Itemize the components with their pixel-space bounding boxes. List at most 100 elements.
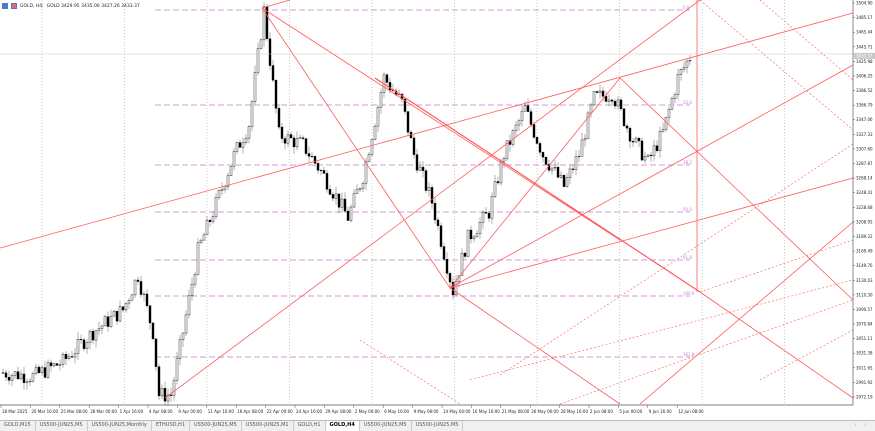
trendline[interactable] <box>164 0 701 399</box>
candle-body <box>517 120 521 126</box>
candle-body <box>565 177 569 187</box>
price-tick-label: 3228.68 <box>856 205 873 210</box>
price-tick-label: 3090.57 <box>856 307 873 312</box>
chart-tab[interactable]: US500-JUN25,M5 <box>360 421 412 431</box>
candle-body <box>229 165 233 176</box>
candle-body <box>460 252 464 276</box>
chart-tab[interactable]: US500-JUN25,M5 <box>412 421 464 431</box>
trendline[interactable] <box>374 77 701 293</box>
dotted-trendline[interactable] <box>359 339 461 405</box>
dotted-trendline[interactable] <box>699 239 854 293</box>
time-tick-label: 6 May 16:00 <box>384 409 409 414</box>
candle-body <box>535 137 539 144</box>
candle-body <box>550 167 554 171</box>
price-tick-label: 3406.25 <box>856 73 873 78</box>
dotted-trendline[interactable] <box>759 0 854 81</box>
candle-body <box>427 187 431 191</box>
candle-body <box>10 375 14 381</box>
trendline[interactable] <box>449 64 854 289</box>
candle-body <box>163 388 167 402</box>
candle-body <box>496 181 500 184</box>
candle-body <box>520 110 524 121</box>
candle-body <box>631 140 635 143</box>
current-price-label: 3433.37 <box>856 53 873 58</box>
chart-tab[interactable]: GOLD,H4 <box>325 421 360 431</box>
price-tick-label: 3386.52 <box>856 88 873 93</box>
candle-body <box>574 156 578 170</box>
candle-body <box>94 330 98 341</box>
candle-body <box>649 154 653 157</box>
candle-body <box>634 137 638 143</box>
fib-level-label: 0.0 <box>683 5 690 10</box>
candle-body <box>253 72 257 102</box>
candle-body <box>154 338 158 367</box>
candle-body <box>514 124 518 131</box>
dotted-trendline[interactable] <box>759 329 854 381</box>
candle-body <box>220 188 224 191</box>
chart-tab[interactable]: US500-JUN25,Monthly <box>88 421 152 431</box>
dotted-trendline[interactable] <box>559 299 854 405</box>
trade-icon <box>11 3 17 9</box>
candle-body <box>67 356 71 359</box>
candle-body <box>37 366 41 373</box>
time-tick-label: 14 May 00:00 <box>443 409 471 414</box>
trendline[interactable] <box>0 12 854 249</box>
trendline[interactable] <box>639 221 854 405</box>
candle-body <box>85 342 89 349</box>
chart-tab[interactable]: US500-JUN25,M5 <box>36 421 88 431</box>
candle-body <box>262 6 266 41</box>
candle-body <box>1 372 5 374</box>
candle-body <box>55 363 59 366</box>
trendline[interactable] <box>261 7 451 289</box>
candle-body <box>361 183 365 189</box>
trendline[interactable] <box>449 177 854 289</box>
price-tick-label: 3268.14 <box>856 176 873 181</box>
candle-body <box>82 339 86 349</box>
price-chart[interactable]: 0.0 23.6 38.2 50.0 61.8 100.0 161.8 3504.90 348… <box>0 0 875 420</box>
tab-scroll-arrows[interactable]: ‹ › <box>854 422 869 428</box>
chart-tab[interactable]: GOLD,H1 <box>294 421 326 431</box>
candle-body <box>319 170 323 172</box>
candle-body <box>586 112 590 139</box>
candle-body <box>577 156 581 158</box>
candle-body <box>661 129 665 132</box>
candle-body <box>16 371 20 380</box>
candle-body <box>127 300 131 304</box>
candle-body <box>433 203 437 221</box>
candle-body <box>184 314 188 334</box>
candle-body <box>157 366 161 397</box>
dotted-trendline[interactable] <box>469 279 854 381</box>
trendline[interactable] <box>261 7 621 241</box>
candle-body <box>235 142 239 152</box>
trendline[interactable] <box>619 77 854 301</box>
trendline[interactable] <box>699 291 854 399</box>
candle-body <box>484 212 488 214</box>
trendlines[interactable] <box>0 0 854 405</box>
time-tick-label: 12 Jun 08:00 <box>678 409 704 414</box>
chart-header: GOLD, H4: GOLD 3429.95 3435.06 3427.26 3… <box>2 1 140 11</box>
price-tick-label: 3011.65 <box>856 365 873 370</box>
candle-body <box>478 222 482 234</box>
price-tick-label: 3366.79 <box>856 103 873 108</box>
chart-tab[interactable]: ETHUSD,H1 <box>152 421 190 431</box>
fibonacci-retracement[interactable]: 0.0 23.6 38.2 50.0 61.8 100.0 161.8 <box>155 5 695 358</box>
chart-tab[interactable]: US500-JUN25,M1 <box>242 421 294 431</box>
candle-body <box>532 124 536 138</box>
candle-body <box>571 168 575 170</box>
trendline[interactable] <box>449 287 621 405</box>
chart-tabs: GOLD,M15 US500-JUN25,M5 US500-JUN25,Monthl… <box>0 420 875 431</box>
chart-tab[interactable]: US500-JUN25,M5 <box>190 421 242 431</box>
time-tick-label: 4 Apr 08:00 <box>149 409 173 414</box>
trendline[interactable] <box>261 0 291 9</box>
candle-body <box>13 371 17 376</box>
candle-body <box>601 90 605 97</box>
candle-body <box>682 66 686 70</box>
candle-body <box>622 108 626 127</box>
time-axis: 18 Mar 2025 20 Mar 16:00 25 Mar 08:00 28 Ma… <box>0 404 853 414</box>
trendline[interactable] <box>449 77 621 289</box>
candle-body <box>139 281 143 295</box>
candle-body <box>70 356 74 358</box>
time-tick-label: 16 Apr 08:00 <box>237 409 264 414</box>
dotted-trendline[interactable] <box>699 0 854 131</box>
chart-tab[interactable]: GOLD,M15 <box>0 421 36 431</box>
